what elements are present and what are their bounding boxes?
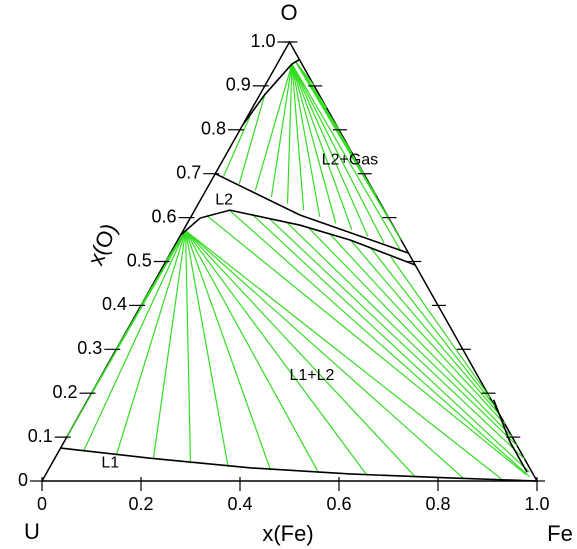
tie-line [295, 61, 315, 87]
tie-line [270, 63, 293, 198]
x-tick-label: 0.4 [227, 494, 252, 514]
tie-line [184, 230, 272, 471]
tie-line [184, 230, 192, 464]
phase-boundary [241, 58, 300, 126]
tie-line [228, 209, 530, 478]
y-tick-label: 0.7 [176, 162, 201, 182]
tie-line [390, 256, 491, 398]
region-label: L1+L2 [290, 367, 335, 384]
y-tick-label: 0.5 [127, 250, 152, 270]
tie-line [206, 214, 527, 475]
region-label: L1 [101, 455, 119, 472]
tie-line [286, 221, 518, 447]
tie-line [370, 247, 496, 407]
tie-line [291, 63, 353, 231]
tie-line [116, 230, 187, 454]
y-tick-label: 0.2 [52, 382, 77, 402]
x-tick-label: 0.2 [128, 494, 153, 514]
tie-line [286, 63, 293, 204]
region-label: L2+Gas [322, 152, 378, 169]
phase-boundary [180, 209, 416, 266]
tie-line [291, 63, 401, 250]
x-axis-label: x(Fe) [262, 521, 313, 546]
tie-line [291, 63, 321, 217]
y-tick-label: 1.0 [250, 31, 275, 51]
y-tick-label: 0.9 [226, 75, 251, 95]
y-tick-label: 0.8 [201, 119, 226, 139]
x-tick-label: 0.6 [326, 494, 351, 514]
tie-line [238, 94, 266, 184]
tie-line [254, 63, 293, 191]
tie-line [184, 230, 229, 468]
y-tick-label: 0.6 [151, 206, 176, 226]
tie-line [291, 63, 385, 244]
y-tick-label: 0.1 [28, 426, 53, 446]
y-tick-label: 0.3 [77, 338, 102, 358]
corner-label: O [280, 0, 297, 25]
tie-line [291, 63, 305, 211]
tie-line [329, 233, 506, 425]
tie-line [185, 230, 320, 474]
tie-line [185, 230, 504, 481]
tie-line [291, 63, 337, 224]
tie-line [291, 63, 369, 237]
tie-line [251, 213, 530, 473]
y-axis-label: x(O) [83, 220, 122, 269]
tie-line [83, 230, 187, 452]
phase-boundary [492, 399, 528, 473]
tie-line [185, 230, 368, 476]
tie-line [152, 230, 187, 460]
tie-line [165, 230, 187, 262]
corner-label: U [24, 519, 40, 544]
tie-line [350, 240, 501, 416]
tie-line [222, 116, 251, 178]
phase-boundary [60, 447, 538, 482]
triangle-frame [40, 40, 539, 482]
y-tick-label: 0.4 [102, 294, 127, 314]
corner-label: Fe [547, 521, 573, 546]
x-tick-label: 0 [37, 494, 47, 514]
tie-line [308, 227, 513, 438]
region-label: L2 [215, 191, 233, 208]
x-tick-label: 0.8 [425, 494, 450, 514]
tie-line [185, 230, 465, 480]
phase-boundary [214, 172, 409, 254]
y-tick-label: 0 [18, 470, 28, 490]
tie-line [268, 218, 526, 460]
x-tick-label: 1.0 [524, 494, 549, 514]
tie-line [185, 230, 416, 478]
